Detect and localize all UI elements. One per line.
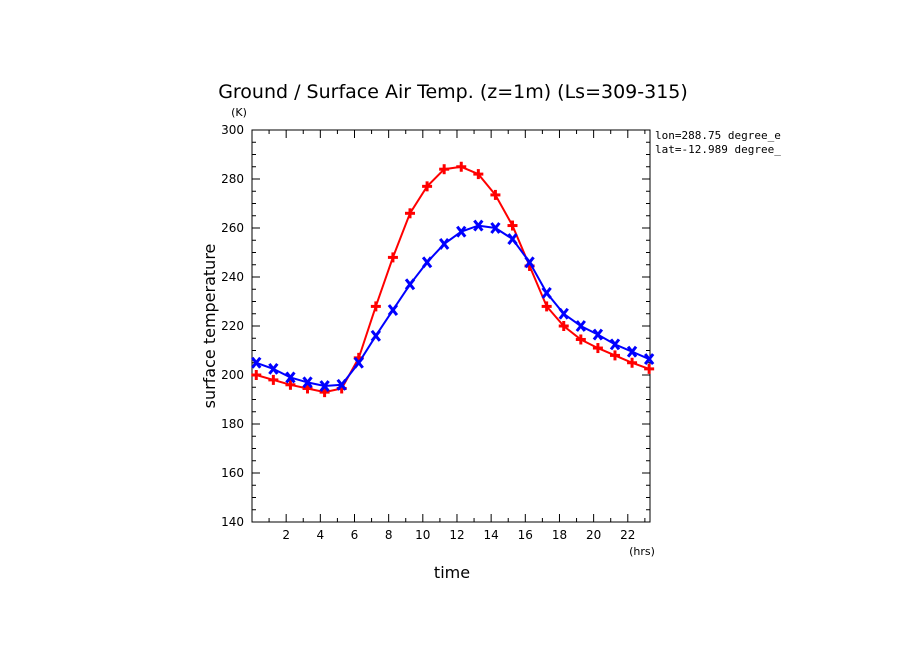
data-point <box>541 286 552 299</box>
data-point <box>319 380 330 392</box>
y-tick-label: 180 <box>221 417 244 431</box>
plot-frame <box>251 129 651 523</box>
data-point <box>609 338 621 351</box>
data-point <box>627 357 638 368</box>
y-tick-label: 140 <box>221 515 244 529</box>
data-point <box>626 345 638 358</box>
data-point <box>644 363 655 374</box>
data-point <box>438 237 450 250</box>
x-tick-label: 20 <box>586 528 601 542</box>
data-point <box>422 181 433 192</box>
data-point <box>541 301 552 312</box>
data-point <box>421 256 433 269</box>
data-point <box>404 278 416 291</box>
axis-ticks: 140 160 180 200 220 240 260 280 300 2 4 6 8 10 12 14 16 1… <box>221 123 650 542</box>
data-point <box>302 383 313 394</box>
data-point <box>507 233 518 245</box>
x-tick-label: 8 <box>385 528 393 542</box>
annotation-lat: lat=-12.989 degree_ <box>655 143 781 156</box>
data-point <box>456 225 467 238</box>
data-point <box>473 219 484 232</box>
data-point <box>592 328 604 341</box>
series-0 <box>251 161 655 398</box>
x-tick-label: 10 <box>415 528 430 542</box>
y-tick-label: 200 <box>221 368 244 382</box>
annotation-lon: lon=288.75 degree_e <box>655 129 781 142</box>
data-point <box>285 371 296 384</box>
data-point <box>251 356 262 369</box>
data-point <box>490 189 501 200</box>
x-tick-label: 6 <box>351 528 359 542</box>
data-point <box>609 350 620 361</box>
data-point <box>319 387 330 398</box>
x-axis-label: time <box>434 563 470 582</box>
data-point <box>268 374 279 385</box>
data-point <box>558 321 569 331</box>
data-point <box>387 304 399 317</box>
data-point <box>575 320 586 332</box>
y-unit-label: (K) <box>231 106 247 119</box>
y-tick-label: 240 <box>221 270 244 284</box>
data-point <box>387 252 398 263</box>
data-point <box>558 307 569 320</box>
data-point <box>353 356 364 369</box>
data-point <box>251 370 262 380</box>
data-point <box>302 376 313 389</box>
data-point <box>575 334 586 345</box>
data-point <box>524 256 535 269</box>
x-tick-label: 2 <box>282 528 290 542</box>
x-tick-label: 16 <box>518 528 533 542</box>
x-tick-label: 22 <box>620 528 635 542</box>
data-point <box>336 378 347 391</box>
data-point <box>507 220 518 231</box>
y-tick-label: 160 <box>221 466 244 480</box>
y-tick-label: 300 <box>221 123 244 137</box>
data-point <box>439 164 450 175</box>
data-point <box>405 208 416 219</box>
y-tick-label: 280 <box>221 172 244 186</box>
series-1 <box>251 219 655 392</box>
data-point <box>490 222 501 234</box>
data-point <box>285 379 296 390</box>
data-point <box>592 343 603 354</box>
data-point <box>456 161 467 172</box>
series-line <box>256 165 650 394</box>
data-point <box>643 353 655 366</box>
x-tick-label: 12 <box>449 528 464 542</box>
data-point <box>370 329 382 342</box>
data-point <box>370 301 381 312</box>
x-unit-label: (hrs) <box>629 545 655 558</box>
x-tick-label: 4 <box>317 528 325 542</box>
data-point <box>473 169 484 180</box>
y-axis-label: surface temperature <box>200 244 219 409</box>
chart-title: Ground / Surface Air Temp. (z=1m) (Ls=30… <box>218 81 688 103</box>
data-point <box>268 362 279 375</box>
y-tick-label: 260 <box>221 221 244 235</box>
x-tick-label: 14 <box>484 528 499 542</box>
x-tick-label: 18 <box>552 528 567 542</box>
y-tick-label: 220 <box>221 319 244 333</box>
series-line <box>255 224 650 388</box>
series-layer <box>251 161 655 398</box>
